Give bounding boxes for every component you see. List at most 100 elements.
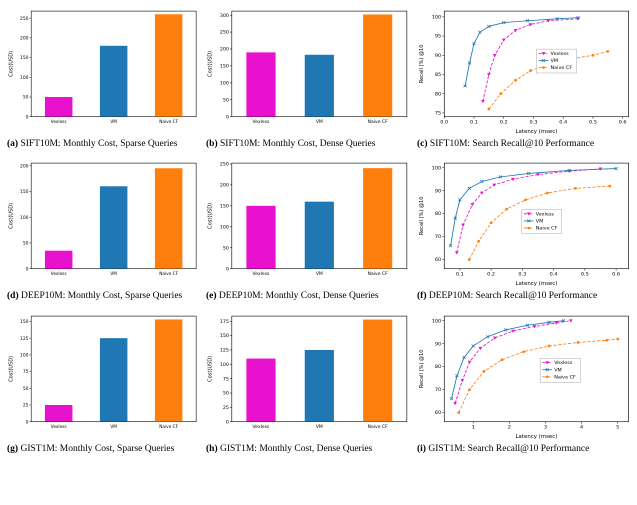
svg-text:Recall (%) @10: Recall (%) @10 — [419, 45, 425, 84]
svg-text:Vexless: Vexless — [51, 119, 68, 125]
svg-text:0.6: 0.6 — [619, 119, 627, 125]
svg-text:Vexless: Vexless — [51, 423, 68, 429]
svg-text:0.1: 0.1 — [456, 272, 464, 278]
subfigure-caption-a: (a) SIFT10M: Monthly Cost, Sparse Querie… — [5, 135, 201, 150]
subfigure-caption-i: (i) GIST1M: Search Recall@10 Performance — [415, 440, 634, 455]
caption-label: (h) — [206, 443, 218, 454]
svg-text:85: 85 — [435, 72, 441, 78]
svg-text:150: 150 — [20, 319, 29, 325]
svg-text:Naive CF: Naive CF — [551, 65, 573, 71]
svg-text:70: 70 — [435, 387, 441, 393]
svg-text:100: 100 — [20, 215, 29, 221]
svg-text:100: 100 — [432, 15, 442, 21]
svg-text:100: 100 — [432, 166, 442, 172]
caption-text: GIST1M: Search Recall@10 Performance — [428, 443, 590, 454]
chart-gist1m-sparse-cost: 0 25 50 75 100 125 150 Cost(USD) Vexless VM Naive … — [8, 315, 197, 430]
svg-text:300: 300 — [220, 13, 229, 19]
svg-text:Cost(USD): Cost(USD) — [8, 356, 14, 382]
svg-text:0.3: 0.3 — [518, 272, 526, 278]
caption-text: DEEP10M: Monthly Cost, Sparse Queries — [21, 291, 183, 302]
caption-label: (f) — [417, 291, 427, 302]
svg-text:50: 50 — [223, 246, 229, 252]
subfigure-i: 60 70 80 90 100 Recall (%) @10 1 2 3 4 5 Latency (m… — [415, 310, 634, 455]
subfigure-e: 0 50 100 150 200 250 Cost(USD) Vexless VM Naive C… — [204, 157, 412, 302]
svg-text:0.4: 0.4 — [559, 119, 567, 125]
svg-text:100: 100 — [432, 318, 442, 324]
caption-label: (d) — [7, 291, 19, 302]
svg-text:Latency (msec): Latency (msec) — [516, 129, 558, 135]
svg-text:50: 50 — [223, 390, 229, 396]
svg-text:80: 80 — [435, 364, 441, 370]
svg-text:0: 0 — [26, 267, 29, 273]
svg-text:100: 100 — [220, 362, 229, 368]
caption-label: (e) — [206, 291, 217, 302]
chart-deep10m-sparse-cost: 0 50 100 150 200 Cost(USD) Vexless VM Naive CF — [8, 163, 197, 277]
svg-text:Naive CF: Naive CF — [554, 374, 576, 380]
caption-label: (g) — [7, 443, 19, 454]
caption-text: SIFT10M: Search Recall@10 Performance — [429, 139, 595, 149]
svg-text:90: 90 — [435, 341, 441, 347]
svg-text:0: 0 — [226, 267, 229, 273]
svg-text:80: 80 — [435, 212, 441, 218]
svg-text:80: 80 — [435, 91, 441, 97]
chart-deep10m-recall: 60 70 80 90 100 Recall (%) @10 0.1 0.2 0.3 0.4 0.5… — [419, 163, 629, 287]
svg-text:Vexless: Vexless — [51, 271, 68, 277]
svg-text:Latency (msec): Latency (msec) — [516, 281, 558, 287]
svg-text:Vexless: Vexless — [554, 360, 573, 366]
svg-text:90: 90 — [435, 189, 441, 195]
subfigure-caption-c: (c) SIFT10M: Search Recall@10 Performanc… — [415, 135, 634, 150]
svg-text:Vexless: Vexless — [551, 51, 570, 57]
svg-text:Recall (%) @10: Recall (%) @10 — [419, 197, 425, 236]
caption-label: (i) — [417, 443, 426, 454]
svg-text:150: 150 — [20, 189, 29, 195]
svg-text:200: 200 — [220, 183, 229, 189]
svg-text:250: 250 — [220, 162, 229, 168]
subfigure-g: 0 25 50 75 100 125 150 Cost(USD) Vexless VM Naive … — [5, 310, 201, 455]
svg-text:Vexless: Vexless — [253, 271, 271, 277]
svg-text:25: 25 — [23, 402, 29, 408]
svg-text:Naive CF: Naive CF — [368, 424, 388, 430]
svg-text:Latency (msec): Latency (msec) — [516, 434, 558, 440]
chart-sift10m-recall: 75 80 85 90 95 100 Recall (%) @10 0.0 0.1 0.2 0.3 0… — [419, 10, 629, 135]
svg-text:Vexless: Vexless — [536, 212, 555, 218]
chart-sift10m-sparse-cost: 0 50 100 150 200 250 Cost(USD) Vexless VM Naive C… — [8, 10, 197, 125]
svg-text:90: 90 — [435, 53, 441, 59]
caption-label: (b) — [206, 139, 218, 149]
svg-text:50: 50 — [223, 97, 229, 103]
chart-gist1m-dense-cost: 0 25 50 75 100 125 150 175 Cost(USD) Vexless VM Nai… — [208, 315, 408, 430]
svg-text:Vexless: Vexless — [253, 119, 271, 125]
svg-text:150: 150 — [220, 333, 229, 339]
svg-text:1: 1 — [472, 424, 475, 430]
svg-text:250: 250 — [220, 30, 229, 36]
caption-text: DEEP10M: Monthly Cost, Dense Queries — [218, 291, 379, 302]
svg-text:60: 60 — [435, 410, 441, 416]
svg-text:0: 0 — [26, 419, 29, 425]
svg-text:Naive CF: Naive CF — [368, 119, 388, 125]
svg-text:0.4: 0.4 — [550, 272, 558, 278]
subfigure-f: 60 70 80 90 100 Recall (%) @10 0.1 0.2 0.3 0.4 0.5… — [415, 157, 634, 302]
caption-text: SIFT10M: Monthly Cost, Sparse Queries — [20, 139, 178, 149]
svg-text:Naive CF: Naive CF — [536, 226, 558, 232]
subfigure-caption-b: (b) SIFT10M: Monthly Cost, Dense Queries — [204, 135, 412, 150]
svg-text:VM: VM — [554, 367, 562, 373]
subfigure-c: 75 80 85 90 95 100 Recall (%) @10 0.0 0.1 0.2 0.3 0… — [415, 5, 634, 150]
svg-text:VM: VM — [536, 219, 544, 225]
subfigure-caption-d: (d) DEEP10M: Monthly Cost, Sparse Querie… — [5, 287, 201, 302]
svg-text:VM: VM — [110, 271, 117, 277]
svg-text:50: 50 — [23, 386, 29, 392]
svg-text:VM: VM — [110, 119, 117, 125]
svg-text:0.5: 0.5 — [589, 119, 597, 125]
caption-label: (a) — [7, 139, 19, 149]
svg-text:125: 125 — [20, 335, 29, 341]
svg-text:150: 150 — [20, 55, 29, 61]
svg-text:5: 5 — [616, 424, 619, 430]
svg-text:60: 60 — [435, 258, 441, 264]
caption-text: DEEP10M: Search Recall@10 Performance — [428, 291, 598, 302]
svg-text:4: 4 — [580, 424, 583, 430]
svg-text:50: 50 — [23, 95, 29, 101]
svg-text:75: 75 — [223, 376, 229, 382]
svg-text:100: 100 — [220, 225, 229, 231]
caption-text: GIST1M: Monthly Cost, Dense Queries — [220, 443, 373, 454]
subfigure-d: 0 50 100 150 200 Cost(USD) Vexless VM Naive CF (… — [5, 157, 201, 302]
